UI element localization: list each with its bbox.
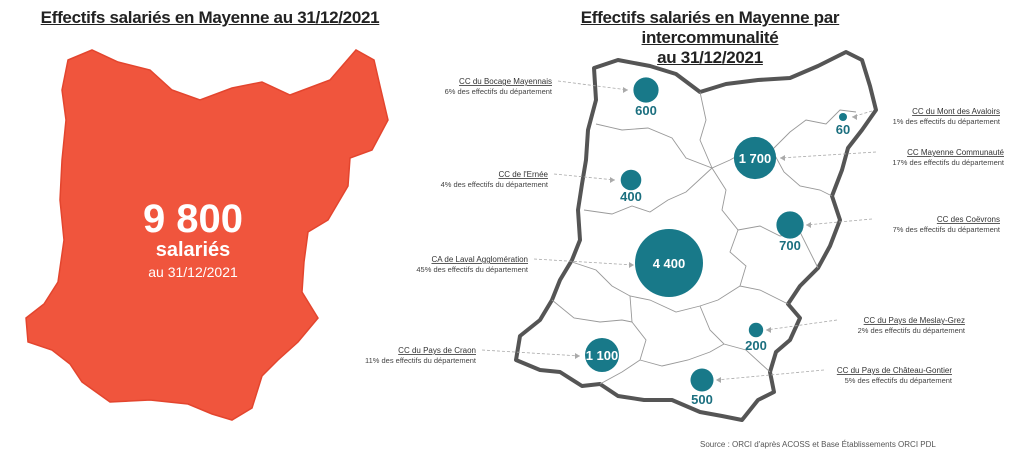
- callout-leader-0: [557, 80, 629, 91]
- left-map-title: Effectifs salariés en Mayenne au 31/12/2…: [40, 8, 380, 27]
- callout-name-5: CA de Laval Agglomération: [431, 255, 528, 264]
- callout-share-5: 45% des effectifs du département: [416, 265, 529, 274]
- callout-arrow-8: [716, 377, 721, 383]
- callout-share-2: 17% des effectifs du département: [892, 158, 1005, 167]
- callout-name-8: CC du Pays de Château-Gontier: [837, 366, 953, 375]
- callout-arrow-3: [610, 177, 615, 183]
- callout-arrow-4: [806, 222, 811, 228]
- callout-arrow-1: [852, 114, 857, 120]
- bubble-value-label-6: 200: [745, 338, 767, 353]
- callout-leader-8: [715, 369, 825, 381]
- bubble-1: [839, 113, 847, 121]
- bubble-value-label-3: 400: [620, 189, 642, 204]
- bubble-7: [585, 338, 619, 372]
- right-map-title-line1: Effectifs salariés en Mayenne par interc…: [580, 8, 840, 47]
- mayenne-department-shape: [25, 49, 389, 421]
- right-map-title-line2: au 31/12/2021: [657, 48, 763, 67]
- callout-share-0: 6% des effectifs du département: [445, 87, 553, 96]
- bubble-layer: 600 60 1 700 400 700 4 400 200 1 100 500: [585, 77, 850, 407]
- intercommunal-boundaries: [551, 91, 857, 385]
- bubble-5: [635, 229, 703, 297]
- callout-name-2: CC Mayenne Communauté: [907, 148, 1004, 157]
- callout-leader-7: [481, 349, 581, 357]
- callout-share-7: 11% des effectifs du département: [365, 356, 477, 365]
- callout-arrow-7: [575, 353, 580, 359]
- right-map-title: Effectifs salariés en Mayenne par interc…: [512, 8, 908, 68]
- callout-leader-2: [779, 151, 877, 159]
- bubble-0: [633, 77, 659, 103]
- callout-arrow-6: [766, 327, 771, 333]
- callout-leader-6: [765, 319, 838, 331]
- callout-arrow-0: [623, 87, 628, 93]
- bubble-2: [733, 136, 777, 180]
- bubble-value-label-8: 500: [691, 392, 713, 407]
- callout-share-6: 2% des effectifs du département: [858, 326, 966, 335]
- bubble-value-label-5: 4 400: [653, 256, 686, 271]
- bubble-value-label-2: 1 700: [739, 151, 772, 166]
- bubble-value-label-7: 1 100: [586, 348, 619, 363]
- bubble-value-label-1: 60: [836, 122, 850, 137]
- callout-share-8: 5% des effectifs du département: [845, 376, 953, 385]
- callout-name-6: CC du Pays de Meslay-Grez: [864, 316, 965, 325]
- callout-name-0: CC du Bocage Mayennais: [459, 77, 552, 86]
- callout-share-3: 4% des effectifs du département: [441, 180, 549, 189]
- callout-name-3: CC de l'Ernée: [498, 170, 548, 179]
- mayenne-outline-right: [514, 50, 878, 422]
- bubble-4: [776, 211, 804, 239]
- callout-name-4: CC des Coëvrons: [937, 215, 1000, 224]
- callout-name-1: CC du Mont des Avaloirs: [912, 107, 1000, 116]
- bubble-value-label-4: 700: [779, 238, 801, 253]
- bubble-3: [620, 169, 642, 191]
- callout-leader-3: [553, 173, 616, 181]
- source-note: Source : ORCI d'après ACOSS et Base Étab…: [700, 440, 936, 449]
- total-employees-unit: salariés: [156, 239, 231, 261]
- bubble-8: [690, 368, 714, 392]
- bubble-value-label-0: 600: [635, 103, 657, 118]
- callout-arrow-2: [780, 155, 785, 161]
- callout-arrow-5: [629, 262, 634, 268]
- bubble-6: [748, 322, 764, 338]
- callout-share-4: 7% des effectifs du département: [893, 225, 1001, 234]
- callout-share-1: 1% des effectifs du département: [893, 117, 1001, 126]
- callout-leader-4: [805, 218, 873, 226]
- total-employees-value: 9 800: [143, 197, 243, 241]
- callout-leader-5: [533, 258, 635, 266]
- callout-name-7: CC du Pays de Craon: [398, 346, 476, 355]
- total-employees-date: au 31/12/2021: [148, 264, 238, 280]
